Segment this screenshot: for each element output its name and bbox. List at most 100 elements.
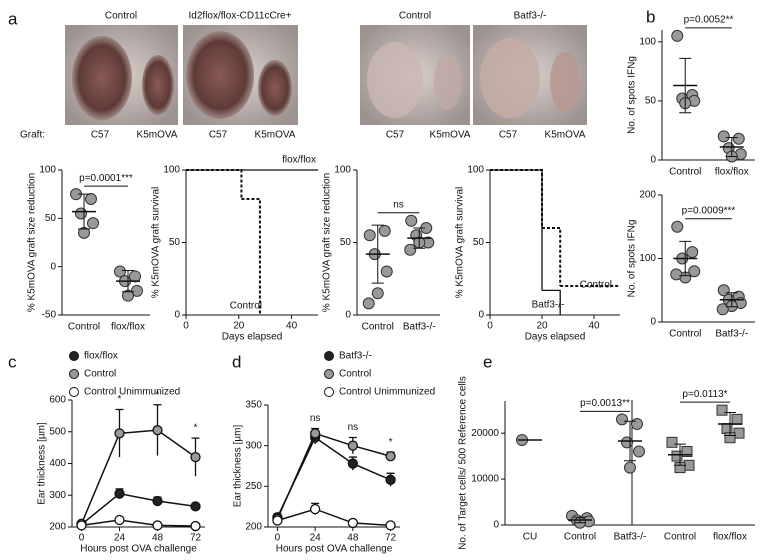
x-axis-label: Hours post OVA challenge [276,544,393,555]
x-tick-label: 24 [310,533,322,544]
y-tick-label: 100 [334,165,351,176]
survival-step [186,169,243,199]
chart: -50 0 50 100% K5mOVA graft size reduction Co… [27,165,150,333]
graft-spot [367,42,423,118]
graft-type: K5mOVA [137,130,178,141]
y-tick-label: 350 [245,400,262,411]
legend-marker [69,369,79,379]
error-bar [679,240,692,277]
y-tick-label: 600 [49,395,66,406]
graft-spot [550,52,580,112]
point [362,297,375,310]
x-tick-label: Control [669,167,701,178]
x-tick-label: 0 [79,533,85,544]
photo-title: Control [399,11,431,22]
point [363,229,376,242]
point [152,495,163,507]
error-bar [78,193,90,230]
x-tick-label: flox/flox [713,532,747,543]
point [732,132,745,145]
point [347,440,359,451]
point [75,207,87,220]
y-tick-label: -50 [42,310,57,321]
y-tick-label: 0 [493,520,499,531]
annotation: p=0.0113* [682,389,727,400]
point [76,520,87,531]
legend-marker [69,387,79,397]
y-tick-label: 300 [49,490,66,501]
y-tick-label: 50 [645,96,657,107]
x-tick-label: 72 [190,533,202,544]
legend-marker [69,351,79,361]
y-axis-label: Ear thickness [µm] [233,425,244,508]
point [87,217,99,230]
annotation: p=0.0013** [580,398,630,409]
error-bar [413,227,426,249]
chart: 0 50 100% K5mOVA graft survival Days elapse… [151,155,318,343]
point [380,265,393,278]
y-tick-label: 500 [49,426,66,437]
annotation: ns [310,413,321,424]
graft-spot [186,31,254,119]
point [404,243,417,256]
x-tick-label: Batf3-/- [614,532,647,543]
y-tick-label: 10000 [471,474,499,485]
point [405,214,418,227]
point [633,445,645,458]
y-tick-label: 100 [39,165,56,176]
chart: 200 300 400 500 600 Ear thickness [µm] Hours p… [37,351,205,555]
line [81,492,196,526]
survival-step [542,289,561,315]
y-axis-label: Ear thickness [µm] [37,422,48,505]
point [731,413,743,425]
survival-step [490,169,543,228]
y-axis-label: % K5mOVA graft survival [455,187,466,299]
point [671,450,683,462]
y-tick-label: 0 [50,261,56,272]
point [631,417,643,430]
graft-spot [480,38,540,118]
x-axis-label: Days elapsed [525,332,586,343]
point [624,461,636,474]
chart: 0 50 100% K5mOVA graft size reduction Contr… [322,165,440,333]
x-tick-label: Control [669,329,701,340]
legend-label: Control Unimmunized [84,387,180,398]
x-tick-label: 40 [588,321,600,332]
y-axis-label: % K5mOVA graft survival [151,187,162,299]
point [347,517,359,529]
error-bar [725,137,738,157]
annotation: * [194,423,198,434]
line [276,432,391,520]
x-tick-label: Control [664,532,696,543]
annotation: * [389,437,393,448]
x-tick-label: 20 [233,321,245,332]
chart: 200 250 300 350 Ear thickness [µm] Hours post… [233,351,436,555]
point [716,303,729,316]
y-tick-label: 400 [49,458,66,469]
point [114,265,126,278]
graft-type: C57 [91,130,110,141]
x-tick-label: 0 [487,321,493,332]
error-bar [674,443,686,466]
graft-type: K5mOVA [255,130,296,141]
point [385,451,396,462]
series-label: Batf3-/- [532,300,565,311]
point [671,220,684,233]
y-tick-label: 100 [163,165,180,176]
y-tick-label: 200 [639,190,656,201]
point [716,404,728,416]
graft-type: C57 [209,130,228,141]
point [686,246,699,259]
point [152,520,163,531]
x-tick-label: 0 [183,321,189,332]
error-bar [122,270,134,293]
point [190,501,201,512]
photos: Control Id2flox/flox-CD11cCre+ Control B… [20,11,587,141]
y-axis-label: No. of spots IFNg [627,56,638,134]
legend-marker [324,369,334,379]
y-tick-label: 0 [650,317,656,328]
graft-spot [142,55,174,115]
point [621,436,633,449]
